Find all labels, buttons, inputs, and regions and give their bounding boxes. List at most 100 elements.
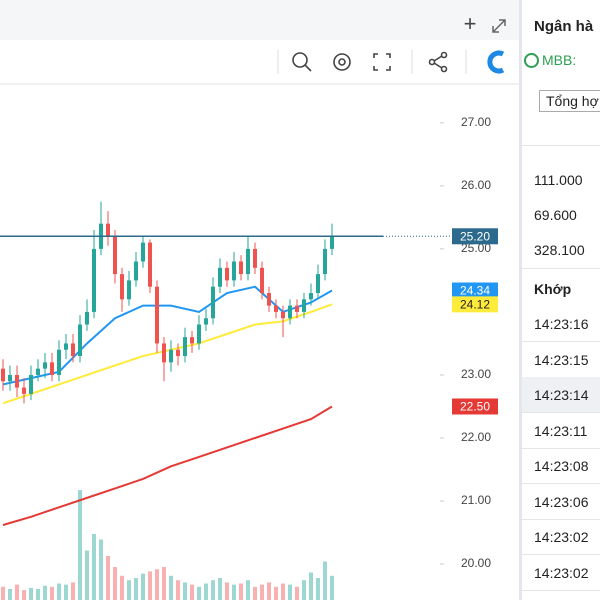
candle-body xyxy=(141,242,145,262)
moving-average xyxy=(2,405,333,526)
share-icon[interactable] xyxy=(428,51,448,73)
candle-body xyxy=(274,305,278,312)
separator xyxy=(522,589,600,591)
candle-body xyxy=(162,343,166,363)
volume-bar xyxy=(43,585,47,600)
volume-bar xyxy=(323,561,327,600)
candle-body xyxy=(316,274,320,294)
candle-body xyxy=(134,261,138,281)
candle-body xyxy=(22,387,26,394)
candle-body xyxy=(8,374,12,382)
candle-body xyxy=(197,324,201,344)
logo[interactable] xyxy=(487,50,505,74)
trade-time: 14:23:06 xyxy=(534,493,589,510)
volume-bar xyxy=(57,583,61,600)
symbol-text: MBB: xyxy=(542,52,577,68)
separator xyxy=(522,483,600,484)
candle-body xyxy=(183,337,187,357)
candle-body xyxy=(29,374,33,394)
volume-bar xyxy=(64,584,68,600)
trade-time: 14:23:14 xyxy=(534,387,589,403)
volume-bar xyxy=(281,583,285,600)
stat-value: 69.600 xyxy=(534,207,577,223)
section-title: Khớp xyxy=(534,281,572,297)
fullscreen-icon[interactable] xyxy=(373,53,391,71)
candle-body xyxy=(50,362,54,375)
volume-bar xyxy=(288,584,292,600)
volume-bar xyxy=(113,567,117,600)
y-tick-label: 25.00 xyxy=(461,241,491,255)
volume-bar xyxy=(190,584,194,600)
candle-body xyxy=(323,248,327,275)
y-tick-label: 27.00 xyxy=(461,115,491,129)
price-tag-label: 25.20 xyxy=(460,229,490,243)
volume-bar xyxy=(169,575,173,600)
volume-bar xyxy=(246,580,250,600)
candle-body xyxy=(288,305,292,319)
candle-body xyxy=(64,343,68,350)
volume-bar xyxy=(50,586,54,600)
volume-bar xyxy=(36,589,40,600)
stat-value: 111.000 xyxy=(534,172,583,188)
candle-body xyxy=(295,305,299,312)
trade-time: 14:23:11 xyxy=(534,422,588,439)
select-text: Tổng hợ xyxy=(546,93,599,109)
volume-bar xyxy=(204,583,208,600)
volume-bar xyxy=(330,575,334,600)
y-tick-label: 22.00 xyxy=(461,430,491,444)
price-tag-label: 24.34 xyxy=(460,284,490,298)
volume-bar xyxy=(239,583,243,600)
candle-body xyxy=(78,324,82,357)
plot xyxy=(1,201,334,600)
add-icon[interactable]: + xyxy=(464,11,477,36)
separator xyxy=(522,412,600,413)
candle-body xyxy=(1,368,5,382)
sidebar: Ngân hà MBB: Tổng hợ 111.000 69.600 328.10… xyxy=(519,0,600,600)
candle-body xyxy=(57,349,61,375)
candle-body xyxy=(253,248,257,268)
volume-bar xyxy=(1,586,5,600)
row-highlight xyxy=(522,377,600,413)
candle-body xyxy=(190,337,194,344)
candle-body xyxy=(127,280,131,300)
trade-time: 14:23:16 xyxy=(534,316,589,332)
separator xyxy=(522,518,600,520)
price-tag xyxy=(452,282,498,299)
volume-bar xyxy=(141,573,145,600)
trade-time: 14:23:02 xyxy=(534,564,589,581)
volume-bar xyxy=(309,572,313,600)
candle-body xyxy=(260,267,264,294)
candle-body xyxy=(302,299,306,312)
volume-bar xyxy=(232,584,236,600)
candle-body xyxy=(113,236,117,275)
volume-bar xyxy=(316,578,320,600)
zoom-icon[interactable] xyxy=(292,52,312,72)
volume-bar xyxy=(267,582,271,600)
candle-body xyxy=(246,248,250,275)
settings-icon[interactable] xyxy=(333,53,351,71)
candle-body xyxy=(176,349,180,357)
volume-bar xyxy=(302,580,306,600)
volume-bar xyxy=(176,580,180,600)
candle-body xyxy=(15,374,19,388)
symbol[interactable]: MBB: xyxy=(524,52,577,68)
volume-bar xyxy=(29,587,33,600)
y-tick-label: 26.00 xyxy=(461,178,491,192)
candle-body xyxy=(232,261,236,281)
volume-bar xyxy=(8,589,12,600)
candle-body xyxy=(281,311,285,319)
trade-time: 14:23:02 xyxy=(534,529,589,545)
trade-time: 14:23:15 xyxy=(534,351,589,368)
candle-body xyxy=(211,286,215,319)
volume-bar xyxy=(120,575,124,600)
expand-icon[interactable] xyxy=(492,19,506,33)
candle-body xyxy=(330,236,334,249)
select[interactable]: Tổng hợ xyxy=(539,90,600,112)
volume-bar xyxy=(148,571,152,600)
candle-body xyxy=(92,248,96,312)
price-tag-label: 24.12 xyxy=(460,298,490,312)
volume-bar xyxy=(127,580,131,600)
separator xyxy=(522,554,600,555)
volume-bar xyxy=(274,586,278,600)
candle-body xyxy=(36,368,40,375)
